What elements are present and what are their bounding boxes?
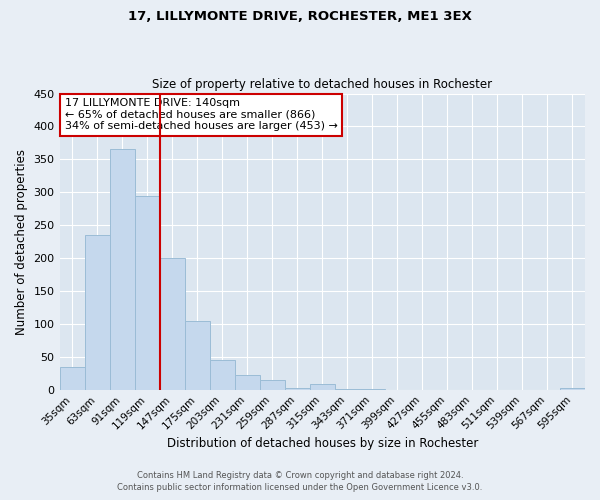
Bar xyxy=(285,388,310,390)
Bar xyxy=(260,380,285,390)
Bar xyxy=(209,360,235,390)
Bar xyxy=(110,150,134,390)
Y-axis label: Number of detached properties: Number of detached properties xyxy=(15,148,28,334)
Title: Size of property relative to detached houses in Rochester: Size of property relative to detached ho… xyxy=(152,78,493,91)
Bar xyxy=(134,196,160,390)
Text: Contains HM Land Registry data © Crown copyright and database right 2024.
Contai: Contains HM Land Registry data © Crown c… xyxy=(118,471,482,492)
Bar xyxy=(160,258,185,390)
Bar xyxy=(59,366,85,390)
Bar xyxy=(85,235,110,390)
Bar xyxy=(560,388,585,390)
X-axis label: Distribution of detached houses by size in Rochester: Distribution of detached houses by size … xyxy=(167,437,478,450)
Bar xyxy=(185,320,209,390)
Bar xyxy=(335,389,360,390)
Text: 17 LILLYMONTE DRIVE: 140sqm
← 65% of detached houses are smaller (866)
34% of se: 17 LILLYMONTE DRIVE: 140sqm ← 65% of det… xyxy=(65,98,338,131)
Text: 17, LILLYMONTE DRIVE, ROCHESTER, ME1 3EX: 17, LILLYMONTE DRIVE, ROCHESTER, ME1 3EX xyxy=(128,10,472,23)
Bar xyxy=(235,374,260,390)
Bar xyxy=(310,384,335,390)
Bar xyxy=(360,389,385,390)
